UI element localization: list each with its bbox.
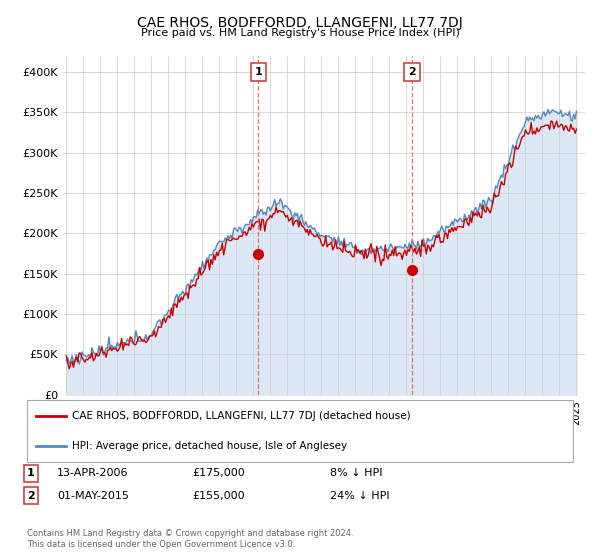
Text: 1: 1 bbox=[254, 67, 262, 77]
Text: 1: 1 bbox=[27, 468, 35, 478]
Text: 8% ↓ HPI: 8% ↓ HPI bbox=[330, 468, 383, 478]
Text: 01-MAY-2015: 01-MAY-2015 bbox=[57, 491, 129, 501]
Text: CAE RHOS, BODFFORDD, LLANGEFNI, LL77 7DJ (detached house): CAE RHOS, BODFFORDD, LLANGEFNI, LL77 7DJ… bbox=[72, 411, 410, 421]
Text: 2: 2 bbox=[408, 67, 416, 77]
Text: 24% ↓ HPI: 24% ↓ HPI bbox=[330, 491, 389, 501]
Text: £155,000: £155,000 bbox=[192, 491, 245, 501]
Text: 2: 2 bbox=[27, 491, 35, 501]
Text: Price paid vs. HM Land Registry's House Price Index (HPI): Price paid vs. HM Land Registry's House … bbox=[140, 28, 460, 38]
Text: HPI: Average price, detached house, Isle of Anglesey: HPI: Average price, detached house, Isle… bbox=[72, 441, 347, 451]
Text: £175,000: £175,000 bbox=[192, 468, 245, 478]
Text: Contains HM Land Registry data © Crown copyright and database right 2024.
This d: Contains HM Land Registry data © Crown c… bbox=[27, 529, 353, 549]
Text: CAE RHOS, BODFFORDD, LLANGEFNI, LL77 7DJ: CAE RHOS, BODFFORDD, LLANGEFNI, LL77 7DJ bbox=[137, 16, 463, 30]
Text: 13-APR-2006: 13-APR-2006 bbox=[57, 468, 128, 478]
